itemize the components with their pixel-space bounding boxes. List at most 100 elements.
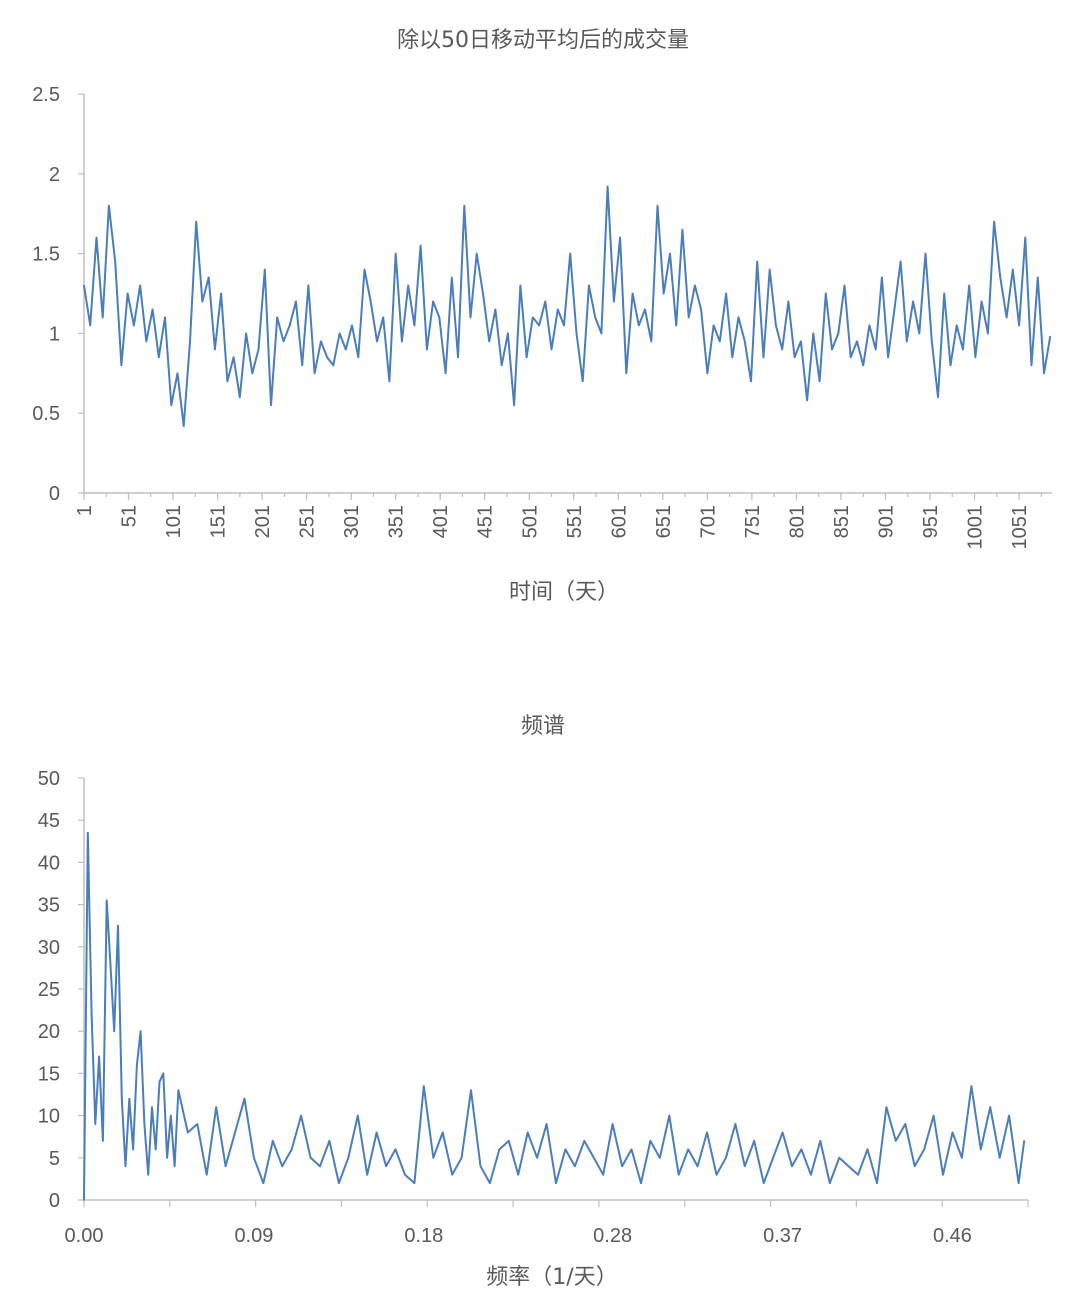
data-point [139, 284, 141, 287]
data-point [270, 404, 272, 407]
x-tick-label: 1051 [1009, 505, 1031, 550]
data-point [656, 204, 659, 207]
data-point [519, 284, 522, 287]
data-point [290, 1148, 293, 1151]
data-point [301, 364, 304, 367]
data-point [195, 220, 197, 223]
data-point [923, 1148, 925, 1151]
data-point [800, 340, 802, 343]
data-point [494, 308, 497, 311]
data-point [243, 1097, 246, 1100]
data-point [176, 372, 179, 375]
x-tick-label: 0.37 [763, 1225, 802, 1247]
data-point [114, 260, 116, 263]
data-point [232, 356, 235, 359]
data-point [469, 316, 472, 319]
data-point [102, 1140, 104, 1142]
data-point [207, 276, 210, 279]
chart2-xaxis-title: 频率（1/天） [486, 1265, 617, 1290]
data-point [423, 1085, 425, 1087]
data-point [687, 316, 690, 319]
data-point [158, 356, 160, 359]
data-point [187, 1131, 189, 1134]
data-point [545, 1123, 548, 1125]
data-point [843, 284, 846, 287]
data-point [98, 1055, 100, 1058]
data-point [644, 308, 646, 311]
x-tick-label: 151 [208, 505, 230, 538]
data-point [363, 268, 366, 271]
data-point [800, 1148, 803, 1151]
data-point [677, 1173, 680, 1176]
data-point [918, 332, 921, 335]
data-point [177, 1089, 180, 1092]
data-point [526, 1131, 529, 1134]
chart1-xaxis-title: 时间（天） [509, 580, 619, 605]
data-point [621, 1165, 623, 1167]
data-point [162, 1072, 165, 1075]
data-point [226, 380, 229, 383]
data-point [326, 356, 328, 359]
x-tick-label: 651 [653, 505, 675, 538]
x-tick-label: 751 [742, 505, 764, 538]
data-point [351, 324, 353, 327]
data-point [234, 1131, 236, 1134]
data-point [281, 1165, 284, 1167]
data-point [338, 1182, 340, 1184]
data-point [631, 292, 634, 295]
x-tick-label: 0.28 [593, 1225, 632, 1247]
y-tick-label: 40 [38, 852, 60, 874]
data-point [993, 220, 995, 223]
data-point [787, 300, 790, 303]
data-point [593, 1157, 595, 1159]
data-point [385, 1165, 387, 1167]
data-point [394, 252, 397, 255]
y-tick-label: 1.5 [32, 244, 60, 266]
data-point [404, 1173, 406, 1176]
data-point [613, 300, 615, 303]
data-point [725, 292, 727, 295]
x-tick-label: 801 [786, 505, 808, 538]
data-point [1049, 335, 1051, 338]
data-point [295, 300, 297, 303]
data-point [375, 1131, 378, 1134]
data-point [121, 1097, 123, 1100]
data-point [151, 308, 154, 311]
data-point [895, 1140, 897, 1142]
data-point [205, 1173, 208, 1176]
data-point [488, 340, 491, 343]
data-point [164, 316, 166, 319]
data-point [906, 340, 908, 343]
data-point [893, 308, 896, 311]
y-tick-label: 0 [49, 483, 60, 505]
y-tick-label: 10 [38, 1106, 60, 1128]
data-point [105, 899, 108, 902]
data-point [382, 316, 385, 319]
data-point [87, 832, 89, 834]
data-point [564, 1148, 567, 1151]
data-point [357, 1114, 359, 1117]
data-point [719, 340, 721, 343]
data-point [117, 924, 119, 927]
data-point [300, 1114, 302, 1117]
data-point [706, 372, 709, 375]
x-tick-label: 0.00 [65, 1225, 104, 1247]
data-point [196, 1123, 199, 1125]
data-point [451, 1173, 454, 1176]
data-point [949, 364, 952, 367]
data-point [974, 356, 977, 359]
data-point [837, 332, 840, 335]
data-point [517, 1173, 519, 1176]
data-point [147, 1173, 149, 1176]
data-point [762, 1182, 765, 1184]
data-point [532, 316, 534, 319]
data-point [282, 340, 285, 343]
data-point [881, 276, 883, 279]
data-point [1018, 324, 1020, 327]
data-point [574, 1165, 576, 1167]
data-point [451, 276, 453, 279]
data-point [482, 292, 484, 295]
data-point [744, 1165, 746, 1167]
data-point [536, 1157, 538, 1159]
data-point [857, 1173, 859, 1176]
